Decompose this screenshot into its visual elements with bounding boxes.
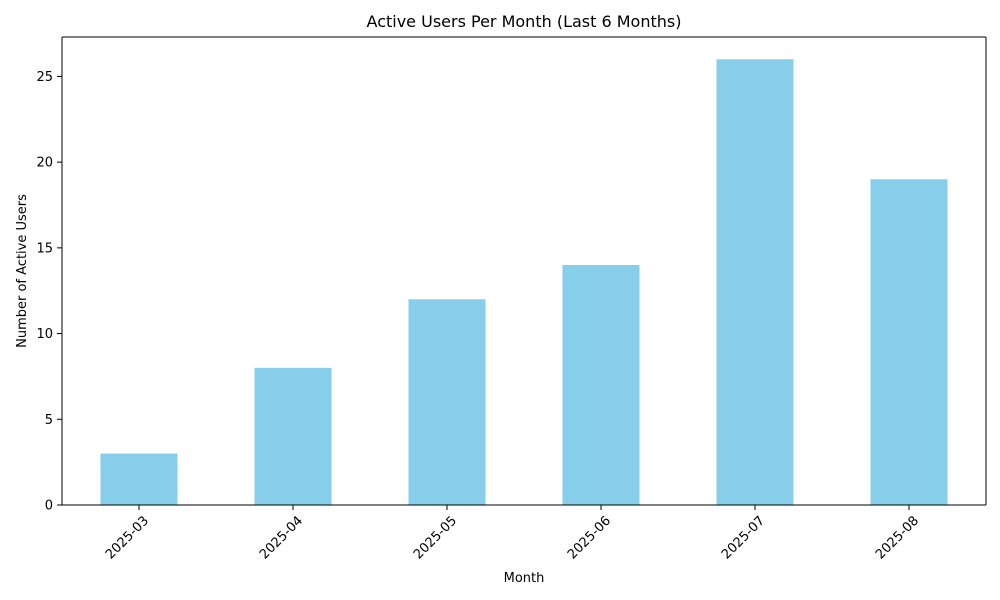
bar-2025-06 [562,265,640,505]
chart-title: Active Users Per Month (Last 6 Months) [367,12,682,31]
x-tick-label-2025-06: 2025-06 [565,513,614,562]
y-tick-label-15: 15 [36,241,53,256]
bar-2025-07 [716,59,794,506]
x-tick-label-2025-08: 2025-08 [873,513,922,562]
x-tick-label-2025-05: 2025-05 [411,513,460,562]
y-tick-label-5: 5 [45,413,53,428]
y-tick-label-0: 0 [45,499,53,514]
x-axis-title: Month [504,571,545,586]
y-tick-label-20: 20 [36,156,53,171]
y-tick-label-25: 25 [36,70,53,85]
x-tick-label-2025-03: 2025-03 [103,513,152,562]
bar-2025-05 [408,299,486,505]
bar-2025-08 [870,179,948,506]
x-tick-label-2025-04: 2025-04 [257,513,306,562]
plot-area: 0 5 10 15 20 25 2025-03 2025-04 2025-05 2025-06 20… [36,36,987,562]
bar-2025-03 [100,453,178,505]
y-tick-label-10: 10 [36,327,53,342]
x-tick-label-2025-07: 2025-07 [719,513,768,562]
bar-2025-04 [254,367,332,505]
y-axis-title: Number of Active Users [15,194,30,348]
